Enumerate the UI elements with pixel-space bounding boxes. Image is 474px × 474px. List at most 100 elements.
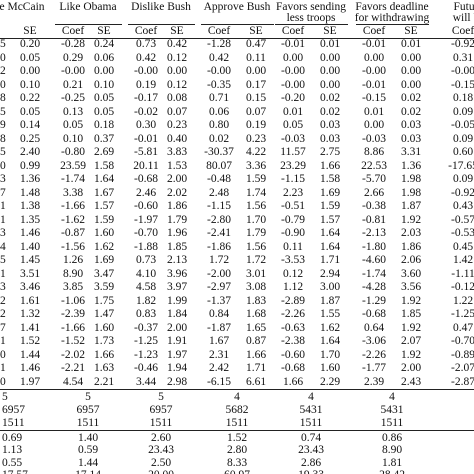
fit-cell: 8.90 xyxy=(381,444,403,457)
se-cell: 2.00 xyxy=(400,362,422,374)
summary-cell: 6957 xyxy=(149,404,173,416)
coef-cell: 0.05 xyxy=(62,119,84,131)
se-cell: 1.98 xyxy=(400,173,422,185)
se-cell: 4.22 xyxy=(245,146,267,158)
se-cell: 3.00 xyxy=(319,281,341,293)
se-cell: 0.42 xyxy=(166,38,188,50)
se-cell: 1.56 xyxy=(245,240,267,253)
se-cell: 0.25 xyxy=(19,132,41,145)
se-cell: 0.05 xyxy=(93,92,115,104)
coef-cell: -0.01 xyxy=(362,78,386,91)
fit-cell: 0.86 xyxy=(381,432,403,444)
se-cell: 0.14 xyxy=(19,119,41,131)
se-cell: 1.60 xyxy=(93,227,115,239)
se-cell: 2.29 xyxy=(319,375,341,388)
coef-cell: 8.86 xyxy=(363,146,385,158)
fit-cell: 0.55 xyxy=(2,456,23,469)
fit-cell: 8.33 xyxy=(226,456,248,469)
subheader: SE xyxy=(404,25,418,37)
coef-cell: 0.80 xyxy=(208,119,230,131)
se-cell: 3.36 xyxy=(245,159,267,172)
coef-cell: 23.59 xyxy=(60,159,86,172)
coef-cell: -0.68 xyxy=(362,308,386,320)
se-cell: 0.08 xyxy=(166,92,188,104)
coef-cell: -0.12 xyxy=(451,281,474,293)
se-cell: 2.00 xyxy=(166,173,188,185)
se-cell: 1.64 xyxy=(93,173,115,185)
coef-cell: 4.54 xyxy=(62,375,84,388)
se-cell: 1.87 xyxy=(319,294,341,307)
group-header: Like Obama xyxy=(59,1,117,13)
se-cell: 0.24 xyxy=(93,38,115,50)
se-cell: 2.13 xyxy=(166,254,188,266)
se-cell: 0.23 xyxy=(245,132,267,145)
se-cell: 1.61 xyxy=(19,294,41,307)
fit-cell: 0.69 xyxy=(2,432,23,444)
group-header: Futur xyxy=(453,1,474,13)
se-cell: 3.59 xyxy=(93,281,115,293)
se-cell: 1.57 xyxy=(93,200,115,212)
group-rule xyxy=(201,24,274,25)
coef-cell: 0.02 xyxy=(208,132,230,145)
se-cell: 1.99 xyxy=(166,294,188,307)
coef-cell: -0.00 xyxy=(362,65,386,77)
coef-cell: -2.38 xyxy=(281,335,305,347)
subheader: SE xyxy=(249,25,263,37)
group-header: Favors sending xyxy=(276,1,346,13)
cropped-cell: 2 xyxy=(0,65,6,77)
se-cell: 2.75 xyxy=(319,146,341,158)
se-cell: 3.97 xyxy=(166,281,188,293)
coef-cell: 1.12 xyxy=(282,281,304,293)
summary-cell: 4 xyxy=(234,391,240,403)
se-cell: 1.63 xyxy=(93,362,115,374)
fit-cell: 1.52 xyxy=(226,432,248,444)
se-cell: 0.05 xyxy=(19,105,41,118)
coef-cell: 3.44 xyxy=(135,375,157,388)
se-cell: 1.97 xyxy=(166,348,188,361)
coef-cell: -1.86 xyxy=(207,240,231,253)
coef-cell: -0.63 xyxy=(281,321,305,334)
coef-cell: -0.60 xyxy=(281,348,305,361)
coef-cell: -2.00 xyxy=(207,267,231,280)
coef-cell: 0.06 xyxy=(208,105,230,118)
subheader: SE xyxy=(23,25,37,37)
se-cell: 0.05 xyxy=(19,51,41,64)
subheader: SE xyxy=(323,25,337,37)
se-cell: 1.60 xyxy=(319,362,341,374)
se-cell: 1.75 xyxy=(93,294,115,307)
coef-cell: -1.52 xyxy=(61,335,85,347)
summary-cell: 1511 xyxy=(380,417,404,429)
coef-cell: 0.01 xyxy=(363,105,385,118)
cropped-cell: 2 xyxy=(0,294,6,307)
coef-cell: -0.48 xyxy=(207,173,231,185)
fit-cell: 1.13 xyxy=(2,444,23,457)
coef-cell: -2.87 xyxy=(451,375,474,388)
se-cell: 1.67 xyxy=(93,186,115,199)
coef-cell: 0.42 xyxy=(208,51,230,64)
group-rule xyxy=(356,24,429,25)
se-cell: 2.94 xyxy=(319,267,341,280)
se-cell: 1.58 xyxy=(93,159,115,172)
coef-cell: 2.66 xyxy=(363,186,385,199)
se-cell: 1.70 xyxy=(245,213,267,226)
coef-cell: -0.01 xyxy=(134,132,158,145)
coef-cell: -0.51 xyxy=(281,200,305,212)
se-cell: 0.10 xyxy=(19,78,41,91)
se-cell: 1.87 xyxy=(400,200,422,212)
coef-cell: -0.70 xyxy=(451,335,474,347)
coef-cell: 1.67 xyxy=(208,335,230,347)
fit-cell: 0.59 xyxy=(77,444,99,457)
se-cell: 1.73 xyxy=(93,335,115,347)
coef-cell: 0.10 xyxy=(62,132,84,145)
se-cell: 1.85 xyxy=(166,240,188,253)
coef-cell: -2.26 xyxy=(281,308,305,320)
se-cell: 2.40 xyxy=(19,146,41,158)
cropped-cell: 0 xyxy=(0,375,6,388)
coef-cell: 80.07 xyxy=(206,159,232,172)
coef-cell: -2.41 xyxy=(207,227,231,239)
se-cell: 3.60 xyxy=(400,267,422,280)
coef-cell: 0.47 xyxy=(452,321,474,334)
coef-cell: -0.60 xyxy=(134,200,158,212)
se-cell: 0.01 xyxy=(319,38,341,50)
coef-cell: -2.21 xyxy=(61,362,85,374)
